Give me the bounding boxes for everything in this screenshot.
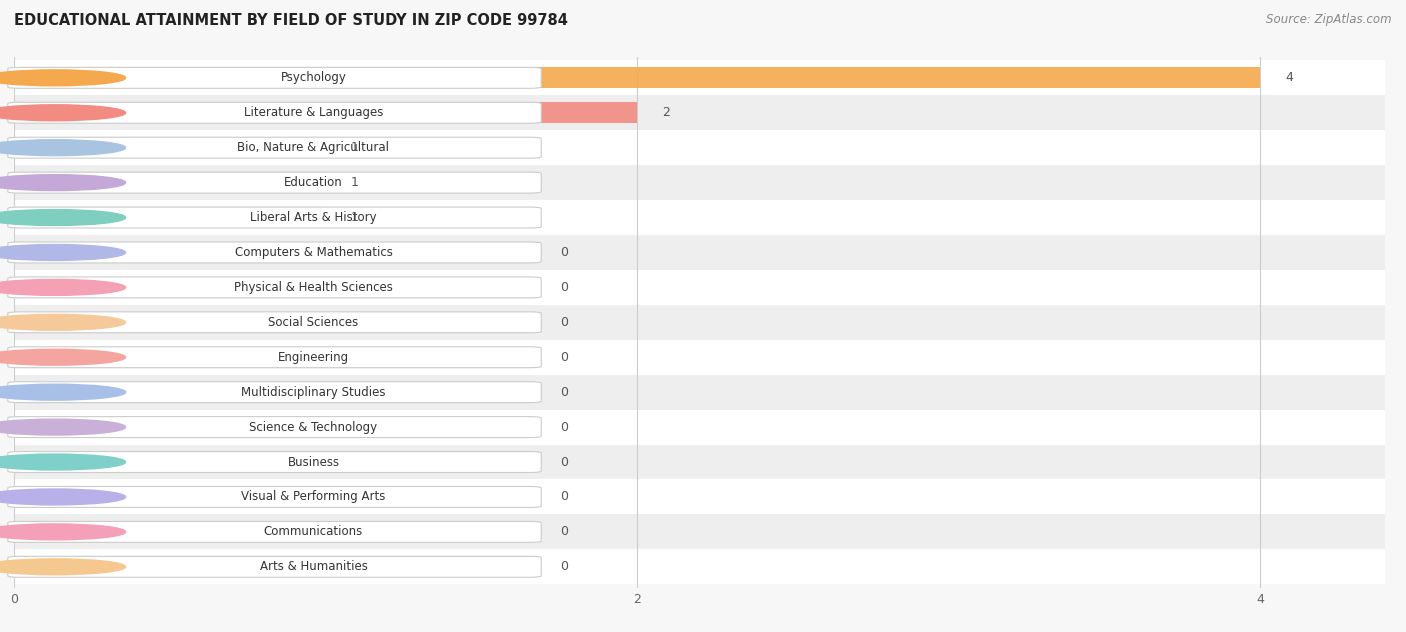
Circle shape [0, 245, 125, 260]
FancyBboxPatch shape [8, 102, 541, 123]
Bar [14, 68, 1260, 88]
Text: 0: 0 [560, 351, 568, 364]
Text: Engineering: Engineering [278, 351, 349, 364]
Bar [14, 487, 534, 507]
Text: Communications: Communications [264, 525, 363, 538]
Bar [14, 549, 1385, 584]
Bar [14, 137, 326, 158]
FancyBboxPatch shape [8, 137, 541, 158]
Text: Source: ZipAtlas.com: Source: ZipAtlas.com [1267, 13, 1392, 26]
Bar [14, 305, 1385, 340]
Text: Education: Education [284, 176, 343, 189]
Text: 4: 4 [1285, 71, 1294, 84]
Bar [14, 340, 1385, 375]
Text: 0: 0 [560, 316, 568, 329]
Bar [14, 451, 534, 473]
FancyBboxPatch shape [8, 556, 541, 577]
Text: Psychology: Psychology [281, 71, 346, 84]
Text: 0: 0 [560, 456, 568, 468]
Text: Bio, Nature & Agricultural: Bio, Nature & Agricultural [238, 141, 389, 154]
Text: 2: 2 [662, 106, 671, 119]
Text: 0: 0 [560, 246, 568, 259]
Circle shape [0, 70, 125, 86]
Text: Business: Business [287, 456, 339, 468]
Text: 0: 0 [560, 281, 568, 294]
Circle shape [0, 524, 125, 540]
Circle shape [0, 314, 125, 331]
FancyBboxPatch shape [8, 416, 541, 437]
Bar [14, 95, 1385, 130]
Circle shape [0, 489, 125, 505]
FancyBboxPatch shape [8, 277, 541, 298]
Bar [14, 165, 1385, 200]
Bar [14, 200, 1385, 235]
FancyBboxPatch shape [8, 242, 541, 263]
Bar [14, 521, 534, 542]
Bar [14, 61, 1385, 95]
Circle shape [0, 454, 125, 470]
FancyBboxPatch shape [8, 451, 541, 473]
Bar [14, 382, 534, 403]
Bar [14, 277, 534, 298]
Text: EDUCATIONAL ATTAINMENT BY FIELD OF STUDY IN ZIP CODE 99784: EDUCATIONAL ATTAINMENT BY FIELD OF STUDY… [14, 13, 568, 28]
Bar [14, 235, 1385, 270]
Text: 0: 0 [560, 561, 568, 573]
Text: 0: 0 [560, 386, 568, 399]
Text: 0: 0 [560, 490, 568, 504]
Bar [14, 207, 326, 228]
Bar [14, 270, 1385, 305]
Text: Arts & Humanities: Arts & Humanities [260, 561, 367, 573]
Bar [14, 312, 534, 333]
Bar [14, 514, 1385, 549]
Text: Visual & Performing Arts: Visual & Performing Arts [242, 490, 385, 504]
Bar [14, 172, 326, 193]
Text: Physical & Health Sciences: Physical & Health Sciences [233, 281, 392, 294]
Circle shape [0, 559, 125, 574]
Bar [14, 410, 1385, 444]
Text: Social Sciences: Social Sciences [269, 316, 359, 329]
FancyBboxPatch shape [8, 487, 541, 507]
Text: 1: 1 [350, 211, 359, 224]
FancyBboxPatch shape [8, 347, 541, 368]
FancyBboxPatch shape [8, 521, 541, 542]
Circle shape [0, 279, 125, 295]
Circle shape [0, 210, 125, 226]
Bar [14, 242, 534, 263]
Bar [14, 556, 534, 577]
Bar [14, 375, 1385, 410]
FancyBboxPatch shape [8, 207, 541, 228]
Bar [14, 480, 1385, 514]
Circle shape [0, 419, 125, 435]
Bar [14, 130, 1385, 165]
Bar [14, 444, 1385, 480]
Text: 1: 1 [350, 141, 359, 154]
Circle shape [0, 105, 125, 121]
FancyBboxPatch shape [8, 312, 541, 333]
Text: 0: 0 [560, 525, 568, 538]
Circle shape [0, 349, 125, 365]
Circle shape [0, 174, 125, 191]
Text: Liberal Arts & History: Liberal Arts & History [250, 211, 377, 224]
Bar [14, 347, 534, 368]
Bar [14, 102, 637, 123]
Text: Literature & Languages: Literature & Languages [243, 106, 384, 119]
Bar [14, 416, 534, 437]
FancyBboxPatch shape [8, 68, 541, 88]
Text: Science & Technology: Science & Technology [249, 421, 378, 434]
Text: 1: 1 [350, 176, 359, 189]
FancyBboxPatch shape [8, 382, 541, 403]
Text: Computers & Mathematics: Computers & Mathematics [235, 246, 392, 259]
Circle shape [0, 140, 125, 155]
Text: Multidisciplinary Studies: Multidisciplinary Studies [242, 386, 385, 399]
Circle shape [0, 384, 125, 400]
Text: 0: 0 [560, 421, 568, 434]
FancyBboxPatch shape [8, 172, 541, 193]
